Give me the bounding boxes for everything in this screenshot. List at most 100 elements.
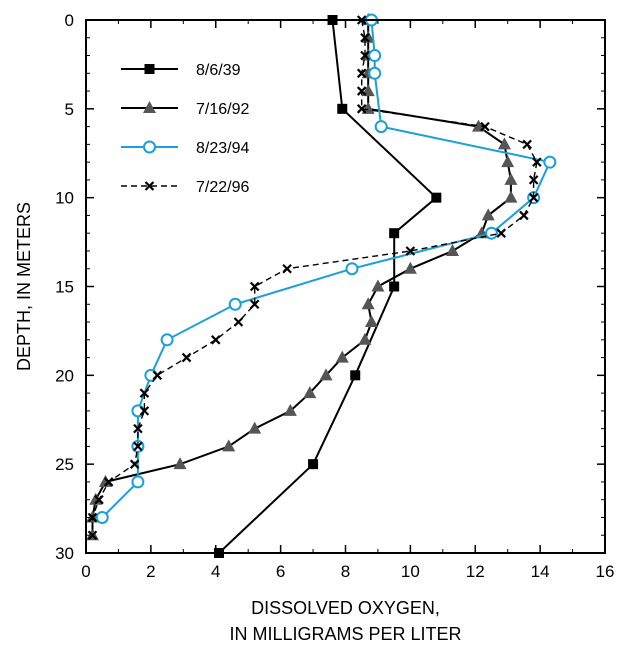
x-tick-label: 0 (81, 562, 90, 581)
data-point-x (129, 459, 140, 469)
data-point-x (496, 228, 506, 238)
data-point-square (337, 103, 348, 114)
data-point-circle (143, 140, 156, 154)
data-point-circle (368, 49, 382, 63)
data-point-x (139, 406, 150, 416)
data-point-triangle (371, 279, 385, 292)
data-point-x (528, 192, 539, 203)
y-tick-label: 15 (55, 278, 74, 297)
data-point-triangle (319, 368, 333, 381)
data-point-x (249, 281, 260, 292)
data-point-x (356, 104, 367, 114)
x-tick-label: 8 (341, 562, 350, 581)
data-point-x (94, 494, 104, 505)
data-point-x (360, 32, 370, 43)
y-tick-label: 10 (55, 189, 74, 208)
legend-entry: 8/23/94 (121, 140, 249, 157)
data-point-triangle (361, 297, 375, 310)
axis-ticks: 0 2 4 6 8 10 12 14 16 0 5 10 15 20 25 30 (55, 11, 614, 581)
x-axis-title-line-1: DISSOLVED OXYGEN, (251, 598, 440, 618)
data-point-x (480, 121, 490, 132)
legend-label: 7/16/92 (196, 101, 249, 118)
legend-entry: 7/22/96 (121, 179, 249, 196)
data-point-x (133, 441, 143, 452)
data-point-triangle (358, 332, 372, 345)
data-point-x (528, 175, 539, 185)
data-point-triangle (283, 403, 297, 416)
data-point-triangle (143, 101, 156, 113)
data-point-x (103, 477, 114, 487)
data-point-x (181, 352, 192, 363)
y-axis-title: DEPTH, IN METERS (14, 202, 34, 371)
series-line (91, 20, 512, 536)
data-point-square (431, 192, 442, 203)
legend-entry: 8/6/39 (121, 62, 241, 79)
x-tick-label: 14 (531, 562, 550, 581)
x-tick-label: 2 (146, 562, 155, 581)
legend-entry: 7/16/92 (121, 101, 249, 118)
data-point-x (87, 530, 98, 541)
data-point-square (308, 459, 319, 470)
data-point-circle (95, 510, 109, 524)
data-point-square (144, 64, 155, 74)
data-point-x (144, 181, 155, 191)
data-point-triangle (98, 474, 112, 487)
data-point-triangle (89, 492, 103, 505)
legend: 8/6/39 7/16/92 8/23/94 7/22/96 (121, 62, 249, 196)
data-point-triangle (335, 350, 349, 363)
data-point-x (249, 299, 260, 310)
series-circle (95, 13, 557, 524)
data-point-triangle (446, 243, 460, 256)
x-tick-label: 12 (466, 562, 485, 581)
series-line (101, 19, 552, 519)
data-point-square (350, 370, 361, 381)
series-x (87, 15, 542, 541)
data-point-x (210, 335, 221, 345)
data-point-x (282, 263, 292, 274)
data-point-x (360, 50, 370, 61)
x-tick-label: 10 (401, 562, 420, 581)
series-triangle (85, 13, 518, 541)
y-tick-label: 5 (65, 100, 74, 119)
data-point-x (133, 423, 143, 434)
data-point-triangle (481, 208, 495, 221)
data-point-x (519, 210, 529, 221)
data-point-triangle (173, 457, 187, 470)
legend-label: 8/6/39 (196, 62, 241, 79)
x-tick-label: 4 (211, 562, 220, 581)
legend-label: 7/22/96 (196, 179, 249, 196)
data-point-square (389, 228, 400, 239)
data-point-x (532, 157, 542, 167)
data-point-x (87, 512, 98, 523)
y-tick-label: 20 (55, 366, 74, 385)
data-point-x (522, 139, 532, 150)
data-point-triangle (303, 386, 317, 399)
data-point-triangle (364, 315, 378, 328)
data-point-circle (374, 120, 388, 134)
data-point-triangle (403, 261, 417, 274)
y-tick-label: 25 (55, 455, 74, 474)
data-point-circle (368, 66, 382, 80)
data-point-x (356, 86, 367, 96)
y-tick-label: 30 (55, 544, 74, 563)
data-point-circle (131, 475, 145, 489)
data-point-triangle (497, 137, 511, 150)
data-point-x (152, 370, 163, 381)
data-point-triangle (248, 421, 262, 434)
y-tick-label: 0 (65, 11, 74, 30)
data-point-square (389, 281, 400, 292)
x-axis-title-line-2: IN MILLIGRAMS PER LITER (229, 624, 461, 644)
plot-frame (85, 19, 606, 554)
series-layer (85, 13, 557, 558)
data-point-triangle (504, 172, 518, 185)
data-point-x (356, 68, 367, 79)
data-point-circle (543, 155, 557, 169)
data-point-circle (345, 262, 359, 276)
data-point-triangle (222, 439, 236, 452)
series-line (218, 19, 438, 554)
data-point-circle (160, 333, 174, 347)
data-point-x (139, 388, 150, 398)
data-point-x (405, 246, 416, 256)
legend-label: 8/23/94 (196, 140, 249, 157)
